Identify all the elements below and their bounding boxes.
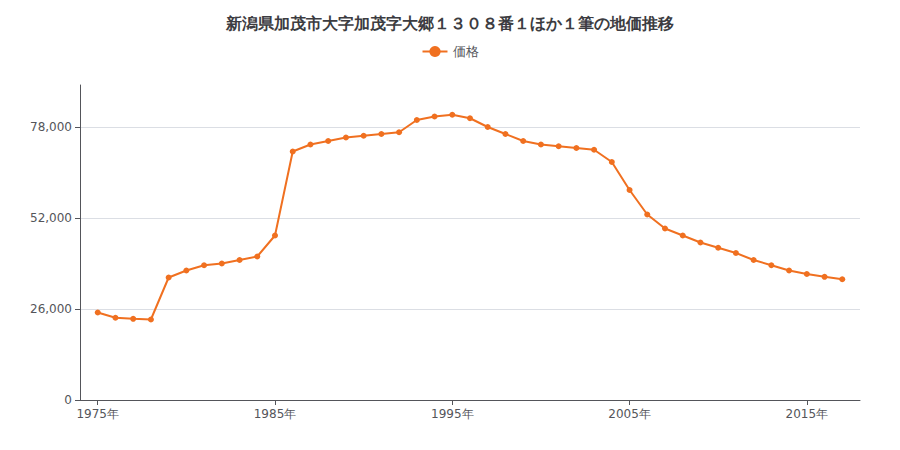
- svg-text:2005年: 2005年: [608, 407, 651, 421]
- svg-text:新潟県加茂市大字加茂字大郷１３０８番１ほか１筆の地価推移: 新潟県加茂市大字加茂字大郷１３０８番１ほか１筆の地価推移: [225, 14, 674, 33]
- svg-text:1975年: 1975年: [76, 407, 119, 421]
- svg-text:26,000: 26,000: [30, 302, 72, 316]
- svg-text:2015年: 2015年: [786, 407, 829, 421]
- svg-text:0: 0: [64, 393, 72, 407]
- svg-text:78,000: 78,000: [30, 120, 72, 134]
- svg-text:価格: 価格: [453, 44, 479, 59]
- svg-text:52,000: 52,000: [30, 211, 72, 225]
- svg-text:1985年: 1985年: [254, 407, 297, 421]
- svg-text:1995年: 1995年: [431, 407, 474, 421]
